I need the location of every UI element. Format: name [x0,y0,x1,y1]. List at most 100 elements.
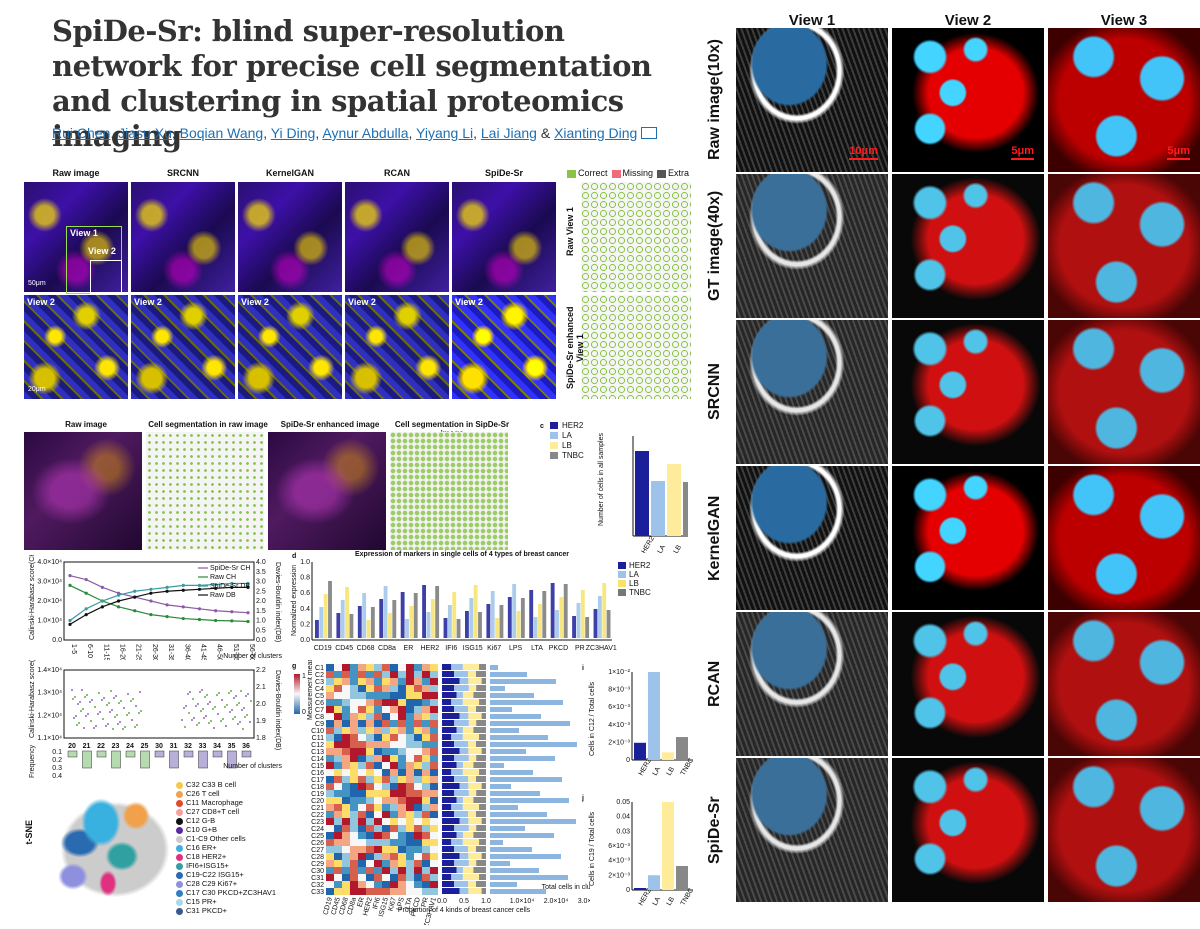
y-tick-label: 0.6 [300,590,310,597]
heatmap-cell [390,804,398,811]
heatmap-cell [398,699,406,706]
heatmap-cell [366,783,374,790]
violin [559,597,564,638]
heatmap-cell [406,846,414,853]
y-tick-label: 4×10⁻³ [608,722,630,729]
proportion-segment [479,804,486,810]
author-link[interactable]: Rui Chen [52,125,111,141]
panel-b-column-label: SpiDe-Sr enhanced image [280,420,380,429]
heatmap-cell [350,762,358,769]
heatmap-cell [366,797,374,804]
total-tick-label: 1.0×10⁴ [510,898,535,905]
freq-tick-label: 0.4 [52,773,62,780]
scalebar-bottom: 20μm [28,386,46,393]
heatmap-cell [398,867,406,874]
heatmap-cell [374,853,382,860]
marker-label: LPS [396,896,406,911]
scatter-point [241,709,243,711]
proportion-segment [459,818,469,824]
legend-swatch [176,844,183,852]
heatmap-cell [358,678,366,685]
heatmap-cell [350,839,358,846]
cluster-label: C28 [311,854,324,861]
heatmap-cell [430,762,438,769]
view1-box-label: View 1 [70,228,98,238]
heatmap-cell [366,818,374,825]
legend-swatch [176,889,183,897]
proportion-segment [442,867,457,873]
heatmap-cell [382,741,390,748]
heatmap-cell [430,678,438,685]
heatmap-cell [350,832,358,839]
author-link[interactable]: Lai Jiang [480,125,537,141]
heatmap-cell [382,811,390,818]
heatmap-cell [422,853,430,860]
proportion-segment [476,790,486,796]
proportion-segment [454,825,469,831]
proportion-segment [462,839,480,845]
tsne-legend-item: C15 PR+ [176,897,296,906]
heatmap-cell [342,678,350,685]
heatmap-cell [358,832,366,839]
tsne-legend-item: IFI6+ISG15+ [176,861,296,870]
heatmap-cell [390,853,398,860]
y-tick-label: 4×10⁻³ [608,858,630,865]
heatmap-cell [334,769,342,776]
cluster-label: C23 [311,819,324,826]
right-panel-image [736,612,888,756]
heatmap-cell [326,671,334,678]
heatmap-cell [390,825,398,832]
author-link[interactable]: Yiyang Li [416,125,474,141]
heatmap-cell [414,706,422,713]
y-tick-label: 1.0 [300,559,310,566]
heatmap-cell [334,811,342,818]
scatter-point [206,694,208,696]
right-row-label: KernelGAN [706,495,723,581]
bar [676,737,688,760]
author-link[interactable]: Xianting Ding [554,125,638,141]
heatmap-cell [398,664,406,671]
heatmap-cell [422,867,430,874]
y-tick-label: 0.03 [616,828,630,835]
author-link[interactable]: Boqian Wang [179,125,264,141]
heatmap-cell [398,685,406,692]
y-tick-label: 0.8 [300,575,310,582]
heatmap-cell [350,664,358,671]
y-tick-right-label: 2.1 [256,684,266,691]
proportion-segment [481,678,486,684]
author-link[interactable]: Aynur Abdulla [322,125,409,141]
scatter-point [84,696,86,698]
heatmap-cell [390,790,398,797]
total-tick-label: 3.0×10⁴ [578,898,590,905]
heatmap-cell [334,671,342,678]
y-tick-right-label: 3.5 [256,569,266,576]
heatmap-cell [398,748,406,755]
scatter-point [201,689,203,691]
proportion-segment [454,685,469,691]
author-link[interactable]: Yi Ding [270,125,316,141]
freq-bar [111,750,121,769]
mail-icon[interactable] [641,127,658,139]
heatmap-cell [374,846,382,853]
panel-a-column-label: Raw image [52,168,100,178]
author-link[interactable]: Jiasu Xu [118,125,172,141]
proportion-segment [462,832,474,838]
legend-label: HER2 [562,421,584,430]
heatmap-cell [334,797,342,804]
line-point [246,619,250,624]
heatmap-cell [414,713,422,720]
heatmap-cell [398,720,406,727]
marker-label: Ki67 [388,897,398,912]
total-bar [490,728,519,733]
scatter-point [226,704,228,706]
x-tick-label: LB [666,896,677,907]
proportion-segment [468,713,482,719]
heatmap-cell [350,846,358,853]
heatmap-cell [382,860,390,867]
total-bar [490,812,547,817]
heatmap-cell [350,881,358,888]
panel-b-image [24,432,142,550]
heatmap-cell [350,755,358,762]
violin [430,599,435,638]
legend-swatch [176,817,183,825]
